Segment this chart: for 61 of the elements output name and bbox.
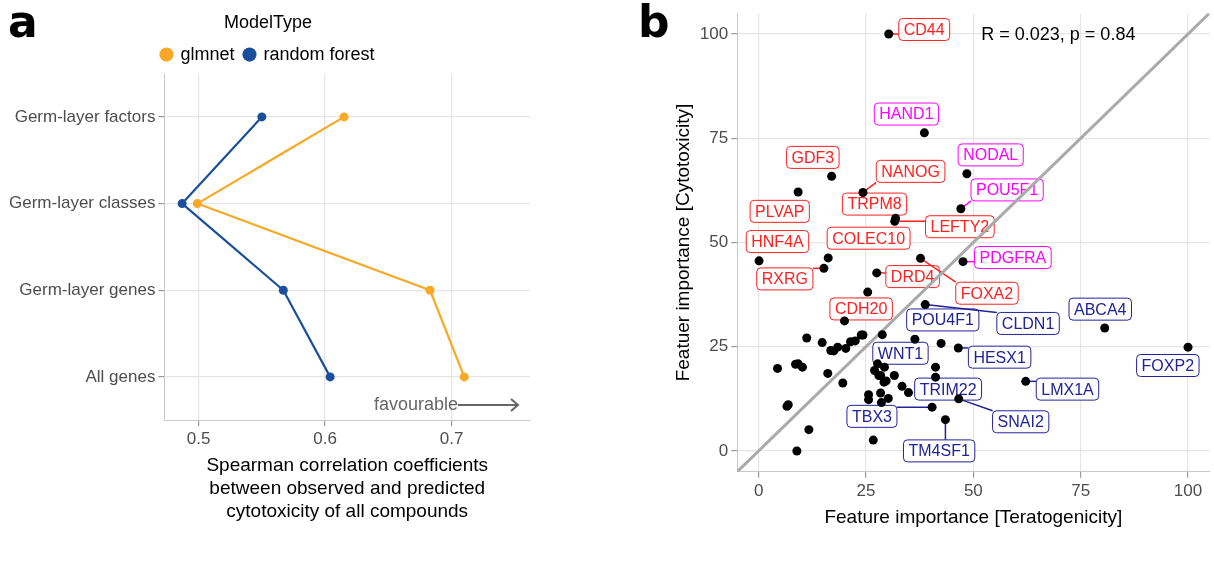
point: [177, 199, 187, 209]
point: [459, 372, 469, 382]
annotation: POU4F1: [911, 311, 974, 329]
point: [257, 112, 267, 122]
annotation: DRD4: [890, 268, 935, 286]
y-tick-label: 50: [709, 232, 729, 252]
chart-title: a: [8, 0, 38, 47]
legend-label: glmnet: [180, 43, 235, 64]
y-tick-label: 75: [709, 127, 729, 147]
annotation: HNF4A: [751, 232, 805, 250]
point: [339, 112, 349, 122]
annotation: LMX1A: [1041, 380, 1095, 398]
point: [192, 199, 202, 209]
legend-label: random forest: [263, 43, 375, 64]
annotation: CLDN1: [1001, 314, 1055, 332]
annotation: FOXA2: [960, 284, 1014, 302]
x-tick-label: 25: [856, 480, 876, 500]
annotation: TBX3: [851, 407, 893, 425]
y-tick-label: Germ-layer genes: [19, 279, 156, 299]
y-tick-label: 100: [699, 23, 729, 43]
annotation: SNAI2: [997, 413, 1044, 431]
annotation: HAND1: [879, 105, 934, 123]
annotation: POU5F1: [976, 181, 1039, 199]
annotation: TM4SF1: [908, 442, 970, 460]
y-tick-label: Germ-layer factors: [14, 106, 156, 126]
x-tick-label: 0.7: [439, 429, 464, 449]
annotation: GDF3: [791, 148, 835, 166]
x-axis-title: Spearman correlation coefficients between observed and predicted cytotoxicity of all compounds: [206, 454, 489, 521]
annotation: TRIM22: [919, 380, 977, 398]
annotation: PLVAP: [755, 202, 805, 220]
annotation: NODAL: [963, 146, 1019, 164]
y-tick-label: All genes: [85, 366, 156, 386]
annotation: FOXP2: [1141, 356, 1195, 374]
annotation: NANOG: [881, 162, 940, 180]
annotation: ABCA4: [1074, 300, 1127, 318]
annotation: RXRG: [761, 270, 808, 288]
x-tick-label: 100: [1173, 480, 1203, 500]
annotation: COLEC10: [832, 229, 906, 247]
x-tick-label: 0.6: [313, 429, 337, 449]
legend-title: ModelType: [223, 11, 313, 32]
annotation: R = 0.023, p = 0.84: [981, 24, 1136, 45]
annotation: CD44: [903, 20, 945, 38]
x-tick-label: 50: [963, 480, 983, 500]
annotation: LEFTY2: [930, 218, 990, 236]
annotation: favourable: [373, 394, 458, 415]
annotation: CDH20: [834, 300, 888, 318]
point: [425, 285, 435, 295]
y-axis-title: Featuer importance [Cytotoxicity]: [671, 103, 693, 382]
x-tick-label: 75: [1071, 480, 1091, 500]
point: [325, 372, 335, 382]
annotation: TRPM8: [847, 195, 902, 213]
chart-title: b: [638, 0, 670, 47]
point: [278, 285, 288, 295]
annotation: WNT1: [877, 344, 924, 362]
x-tick-label: 0.5: [186, 429, 211, 449]
x-tick-label: 0: [753, 480, 764, 500]
x-axis-title: Feature importance [Teratogenicity]: [824, 505, 1123, 527]
annotation: PDGFRA: [979, 248, 1047, 266]
y-tick-label: Germ-layer classes: [9, 193, 156, 213]
annotation: HESX1: [973, 348, 1026, 366]
y-tick-label: 25: [709, 336, 729, 356]
